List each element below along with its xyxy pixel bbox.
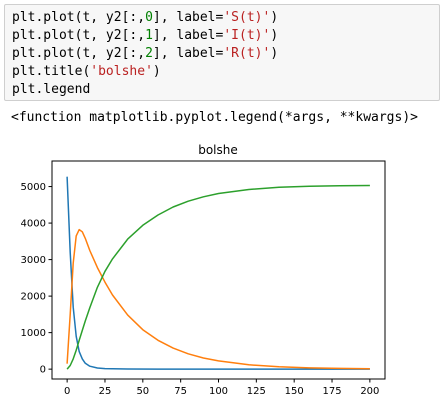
- y-axis-ticks: 0 1000 2000 3000 4000 5000: [21, 182, 52, 376]
- series-line-S: [66, 176, 370, 370]
- code-token: 0: [145, 10, 153, 25]
- code-token: plt.legend: [12, 82, 91, 97]
- x-tick-label: 175: [322, 386, 341, 397]
- code-token: ): [152, 64, 161, 79]
- x-tick-label: 0: [64, 386, 70, 397]
- code-line: plt.plot(t, y2[:,1], label='I(t)'): [12, 27, 278, 45]
- code-token: ): [270, 10, 279, 25]
- x-tick-label: 75: [174, 386, 187, 397]
- y-tick-label: 4000: [21, 219, 46, 230]
- y-tick-label: 5000: [21, 182, 46, 193]
- code-token: 'bolshe': [90, 64, 153, 79]
- code-line: plt.plot(t, y2[:,2], label='R(t)'): [12, 45, 278, 63]
- plot-area-frame: [51, 160, 386, 380]
- code-token: plt.plot(t, y2[:,: [12, 46, 146, 61]
- code-line: plt.legend: [12, 81, 90, 99]
- series-line-I: [66, 228, 370, 370]
- line-chart: bolshe 0 1000 2000 3000 4000 5000 0 25 50 75 100 1…: [21, 143, 386, 397]
- code-token: ): [270, 28, 279, 43]
- y-tick-label: 2000: [21, 292, 46, 303]
- code-token: 1: [145, 28, 153, 43]
- code-token: ], label=: [152, 10, 224, 25]
- series-line-R: [66, 184, 370, 370]
- plot-lines: [66, 176, 370, 370]
- code-token: plt.plot(t, y2[:,: [12, 28, 146, 43]
- x-tick-label: 25: [99, 386, 112, 397]
- code-token: 'I(t)': [223, 28, 271, 43]
- code-token: 'S(t)': [223, 10, 271, 25]
- x-tick-label: 50: [136, 386, 149, 397]
- code-line: plt.title('bolshe'): [12, 63, 161, 81]
- code-token: 2: [145, 46, 153, 61]
- chart-title: bolshe: [198, 143, 238, 157]
- y-tick-label: 3000: [21, 255, 46, 266]
- x-tick-label: 200: [360, 386, 379, 397]
- x-tick-label: 100: [209, 386, 228, 397]
- code-line: plt.plot(t, y2[:,0], label='S(t)'): [12, 9, 278, 27]
- code-token: plt.plot(t, y2[:,: [12, 10, 146, 25]
- x-axis-ticks: 0 25 50 75 100 125 150 175 200: [64, 379, 379, 397]
- code-token: plt.title(: [12, 64, 91, 79]
- x-tick-label: 150: [285, 386, 304, 397]
- y-tick-label: 1000: [21, 328, 46, 339]
- code-token: 'R(t)': [223, 46, 271, 61]
- code-token: ): [270, 46, 279, 61]
- code-cell[interactable]: plt.plot(t, y2[:,0], label='S(t)') plt.p…: [4, 4, 440, 101]
- y-tick-label: 0: [40, 365, 46, 376]
- code-token: ], label=: [152, 28, 224, 43]
- code-token: ], label=: [152, 46, 224, 61]
- cell-output-text: <function matplotlib.pyplot.legend(*args…: [11, 110, 418, 125]
- x-tick-label: 125: [247, 386, 266, 397]
